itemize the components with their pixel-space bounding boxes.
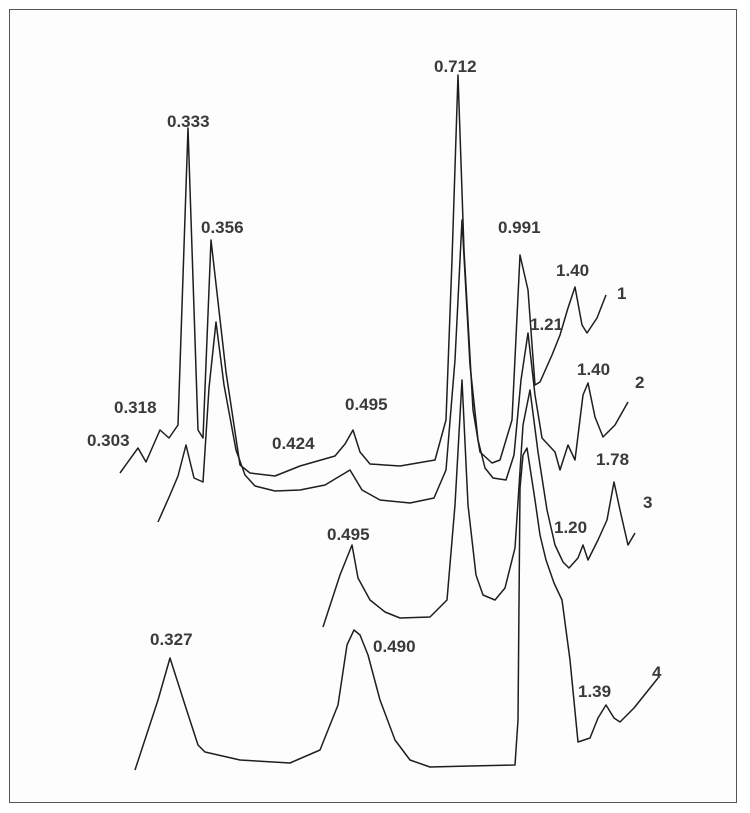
trace-number-label: 2 (635, 373, 644, 392)
trace-1 (119, 74, 607, 477)
peak-label: 0.318 (114, 398, 157, 417)
chart-frame (9, 9, 737, 803)
peak-label: 0.495 (327, 525, 370, 544)
trace-number-label: 4 (652, 663, 662, 682)
trace-number-label: 1 (617, 284, 626, 303)
peak-label: 1.40 (556, 261, 589, 280)
trace-4 (134, 447, 659, 771)
peak-label: 0.712 (434, 57, 477, 76)
peak-label: 1.20 (554, 518, 587, 537)
peak-label: 0.991 (498, 218, 541, 237)
trace-3 (322, 379, 636, 628)
peak-label: 0.424 (272, 434, 315, 453)
trace-2 (157, 219, 629, 523)
peak-label: 0.356 (201, 218, 244, 237)
peak-label: 1.21 (530, 315, 563, 334)
peak-label: 0.490 (373, 637, 416, 656)
peak-label: 0.327 (150, 630, 193, 649)
peak-label: 0.303 (87, 431, 130, 450)
peak-label: 0.333 (167, 112, 210, 131)
peak-label: 1.40 (577, 360, 610, 379)
peak-label: 0.495 (345, 395, 388, 414)
peak-label: 1.39 (578, 682, 611, 701)
peak-label: 1.78 (596, 450, 629, 469)
trace-number-label: 3 (643, 493, 652, 512)
